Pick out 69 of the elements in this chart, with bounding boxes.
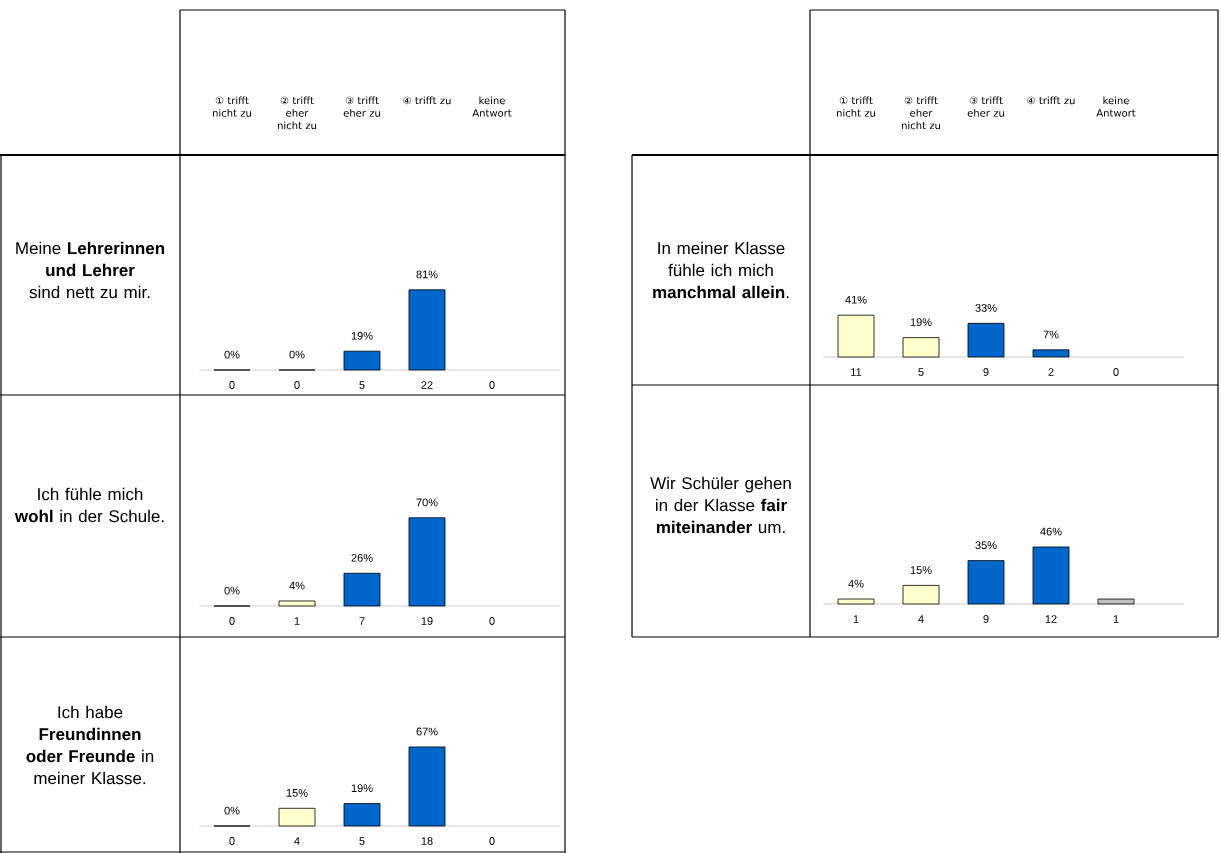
bar (837, 314, 875, 358)
text: 0 (489, 617, 495, 625)
data-label: 19% (910, 318, 932, 327)
text: 0 (229, 381, 235, 389)
data-label: 41% (845, 295, 867, 304)
data-label: 0% (224, 350, 240, 359)
data-label: 81% (416, 270, 438, 279)
data-label: 7% (1043, 330, 1059, 339)
text: 0 (229, 837, 235, 845)
x-tick-label: ② trifft eher nicht zu (278, 96, 316, 130)
text: 11 (851, 368, 862, 376)
text: 22 (421, 381, 433, 389)
x-tick-label: ① trifft nicht zu (837, 96, 876, 117)
text: 0 (489, 381, 495, 389)
bar (837, 598, 875, 605)
x-tick-label: ② trifft eher nicht zu (902, 96, 941, 130)
x-tick-label: ④ trifft zu (403, 96, 451, 105)
data-label: 15% (286, 789, 308, 797)
data-label: 46% (1040, 527, 1062, 536)
data-label: 70% (416, 498, 438, 507)
chart-title: Wir Schüler gehen in der Klasse fair miteinander um. (650, 476, 791, 534)
data-label: 35% (975, 541, 997, 550)
data-label: 19% (351, 331, 373, 340)
bar (902, 585, 940, 605)
text: 4 (294, 837, 300, 845)
text: 0 (294, 381, 300, 389)
text: 4 (918, 615, 924, 623)
text: 19 (421, 617, 433, 625)
bar (1032, 349, 1070, 358)
text: 12 (1045, 615, 1057, 623)
data-label: 15% (910, 566, 932, 574)
text: 9 (983, 615, 989, 623)
bar (967, 560, 1005, 605)
text: 0 (1113, 368, 1119, 376)
data-label: 0% (224, 806, 240, 815)
chart-title: Ich habe Freundinnen oder Freunde in meiner Klasse. (26, 705, 154, 785)
data-label: 26% (351, 553, 373, 562)
text: 5 (359, 381, 365, 389)
text: 1 (1113, 615, 1119, 623)
data-label: 33% (975, 304, 997, 312)
chart-title: Meine Lehrerinnen und Lehrer sind nett zu mir. (16, 241, 165, 299)
x-tick-label: ① trifft nicht zu (213, 96, 251, 117)
bar (902, 337, 940, 358)
x-tick-label: keine Antwort (472, 96, 512, 117)
chart-title: Ich fühle mich wohl in der Schule. (14, 487, 164, 523)
data-label: 67% (416, 727, 438, 736)
text: 5 (918, 368, 924, 376)
x-tick-label: keine Antwort (1096, 96, 1136, 117)
chart-title: In meiner Klasse fühle ich mich manchmal allein. (653, 241, 789, 299)
text: 5 (359, 837, 365, 845)
x-tick-label: ③ trifft eher zu (343, 96, 380, 117)
text: 9 (983, 368, 989, 376)
text: 0 (489, 837, 495, 845)
text: 2 (1048, 368, 1054, 376)
text: 0 (229, 617, 235, 625)
data-label: 0% (289, 350, 305, 359)
data-label: 19% (351, 784, 373, 793)
x-tick-label: ③ trifft eher zu (967, 96, 1004, 117)
bar (1097, 598, 1135, 605)
bar (967, 322, 1005, 358)
data-label: 4% (289, 581, 305, 590)
text: 18 (421, 837, 433, 845)
text: 7 (359, 617, 365, 625)
data-label: 4% (848, 579, 864, 588)
data-label: 0% (224, 586, 240, 595)
text: 1 (294, 617, 300, 625)
x-tick-label: ④ trifft zu (1027, 96, 1075, 105)
bar (1032, 546, 1070, 605)
text: 1 (853, 615, 859, 623)
